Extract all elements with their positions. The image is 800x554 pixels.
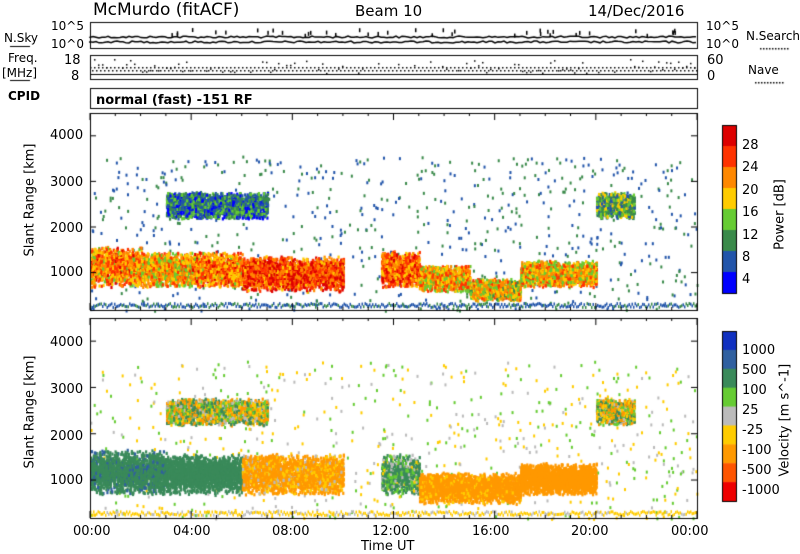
cb1-tick-16: 16 bbox=[742, 205, 759, 220]
p1-ytick-3000: 3000 bbox=[50, 175, 84, 190]
cb2-label: Velocity [m s^-1] bbox=[777, 363, 793, 477]
freq-unit-label: [MHz] bbox=[2, 66, 38, 80]
p1-ytick-2000: 2000 bbox=[50, 221, 84, 236]
noise-right-bottom-tick: 10^0 bbox=[706, 38, 739, 50]
noise-left-bottom-tick-text: 10^0 bbox=[51, 37, 84, 51]
xtick-2: 08:00 bbox=[272, 524, 310, 539]
freq-tick-18: 18 bbox=[64, 53, 81, 68]
cb2-tick-100: 100 bbox=[742, 383, 767, 398]
xaxis-label: Time UT bbox=[361, 539, 415, 554]
p2-ytick-1000: 1000 bbox=[50, 473, 84, 488]
freq-label: Freq. bbox=[8, 51, 38, 65]
cpid-text: normal (fast) -151 RF bbox=[96, 93, 253, 108]
xtick-1: 04:00 bbox=[173, 524, 211, 539]
nave-tick-60: 60 bbox=[707, 53, 724, 68]
cpid-label: CPID bbox=[8, 89, 41, 103]
freq-tick-8: 8 bbox=[71, 69, 80, 84]
cb1-label: Power [dB] bbox=[772, 179, 788, 250]
xtick-0: 00:00 bbox=[73, 524, 111, 539]
date-title: 14/Dec/2016 bbox=[588, 2, 685, 20]
cb2-tick-1000: 1000 bbox=[742, 343, 776, 358]
station-title: McMurdo (fitACF) bbox=[93, 0, 240, 20]
cb2-tick-m100: -100 bbox=[742, 443, 772, 458]
noise-left-top-tick-text: 10^5 bbox=[51, 19, 84, 33]
p1-ytick-4000: 4000 bbox=[50, 128, 84, 143]
nsky-label: N.Sky bbox=[4, 31, 39, 45]
noise-left-bottom-tick: 10^0 bbox=[51, 38, 84, 50]
xtick-6: 00:00 bbox=[671, 524, 709, 539]
cb1-tick-8: 8 bbox=[742, 250, 751, 265]
noise-right-top-tick-text: 10^5 bbox=[706, 19, 739, 33]
nave-tick-0: 0 bbox=[707, 69, 716, 84]
cb2-tick-m500: -500 bbox=[742, 463, 772, 478]
noise-right-bottom-tick-text: 10^0 bbox=[706, 37, 739, 51]
noise-left-top-tick: 10^5 bbox=[51, 20, 84, 32]
cb1-tick-20: 20 bbox=[742, 183, 759, 198]
p2-ytick-3000: 3000 bbox=[50, 382, 84, 397]
p2-ytick-4000: 4000 bbox=[50, 335, 84, 350]
cb1-tick-28: 28 bbox=[742, 138, 759, 153]
panel2-ylabel: Slant Range [km] bbox=[22, 355, 38, 469]
xtick-4: 16:00 bbox=[472, 524, 510, 539]
cb2-tick-m25: -25 bbox=[742, 423, 764, 438]
cb2-tick-500: 500 bbox=[742, 363, 767, 378]
panel1-ylabel: Slant Range [km] bbox=[22, 143, 38, 257]
nave-label: Nave bbox=[748, 63, 779, 77]
noise-right-top-tick: 10^5 bbox=[706, 20, 739, 32]
p1-ytick-1000: 1000 bbox=[50, 265, 84, 280]
beam-title: Beam 10 bbox=[355, 2, 423, 20]
nsearch-label: N.Search bbox=[746, 29, 800, 43]
cb2-tick-25: 25 bbox=[742, 403, 759, 418]
cb2-tick-m1000: -1000 bbox=[742, 483, 780, 498]
cb1-tick-12: 12 bbox=[742, 228, 759, 243]
p2-ytick-2000: 2000 bbox=[50, 429, 84, 444]
xtick-5: 20:00 bbox=[571, 524, 609, 539]
xtick-3: 12:00 bbox=[372, 524, 410, 539]
cb1-tick-4: 4 bbox=[742, 272, 751, 287]
cb1-tick-24: 24 bbox=[742, 160, 759, 175]
